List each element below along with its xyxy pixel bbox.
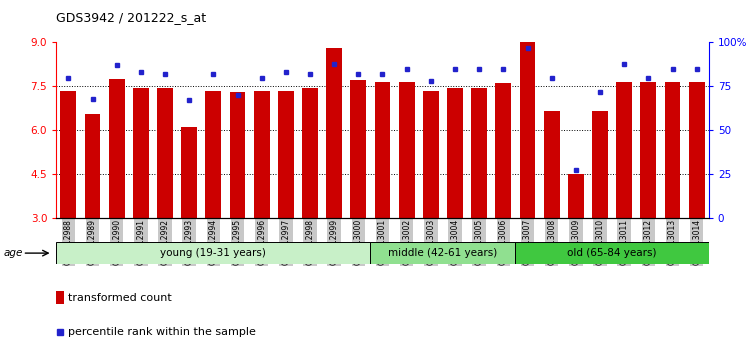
Bar — [109, 79, 124, 218]
Bar — [133, 88, 148, 218]
Bar — [688, 82, 704, 218]
Bar — [230, 92, 245, 218]
Bar — [254, 91, 269, 218]
Bar — [520, 42, 536, 218]
Bar — [616, 82, 632, 218]
Text: young (19-31 years): young (19-31 years) — [160, 248, 266, 258]
Bar — [370, 242, 515, 264]
Bar — [375, 82, 390, 218]
Bar — [302, 88, 318, 218]
Bar — [85, 114, 100, 218]
Bar — [61, 91, 76, 218]
Text: GDS3942 / 201222_s_at: GDS3942 / 201222_s_at — [56, 11, 206, 24]
Bar — [423, 91, 439, 218]
Bar — [182, 127, 197, 218]
Text: transformed count: transformed count — [68, 293, 172, 303]
Bar — [278, 91, 294, 218]
Bar — [471, 88, 487, 218]
Text: old (65-84 years): old (65-84 years) — [567, 248, 657, 258]
Bar — [640, 82, 656, 218]
Bar — [56, 242, 370, 264]
Bar — [158, 88, 172, 218]
Bar — [515, 242, 709, 264]
Bar — [206, 91, 221, 218]
Bar — [496, 84, 512, 218]
Bar — [664, 82, 680, 218]
Bar — [544, 111, 560, 218]
Bar — [592, 111, 608, 218]
Text: percentile rank within the sample: percentile rank within the sample — [68, 327, 256, 337]
Bar — [399, 82, 415, 218]
Text: age: age — [4, 248, 23, 258]
Bar — [56, 291, 64, 304]
Text: middle (42-61 years): middle (42-61 years) — [388, 248, 497, 258]
Bar — [447, 88, 463, 218]
Bar — [350, 80, 366, 218]
Bar — [326, 48, 342, 218]
Bar — [568, 174, 584, 218]
